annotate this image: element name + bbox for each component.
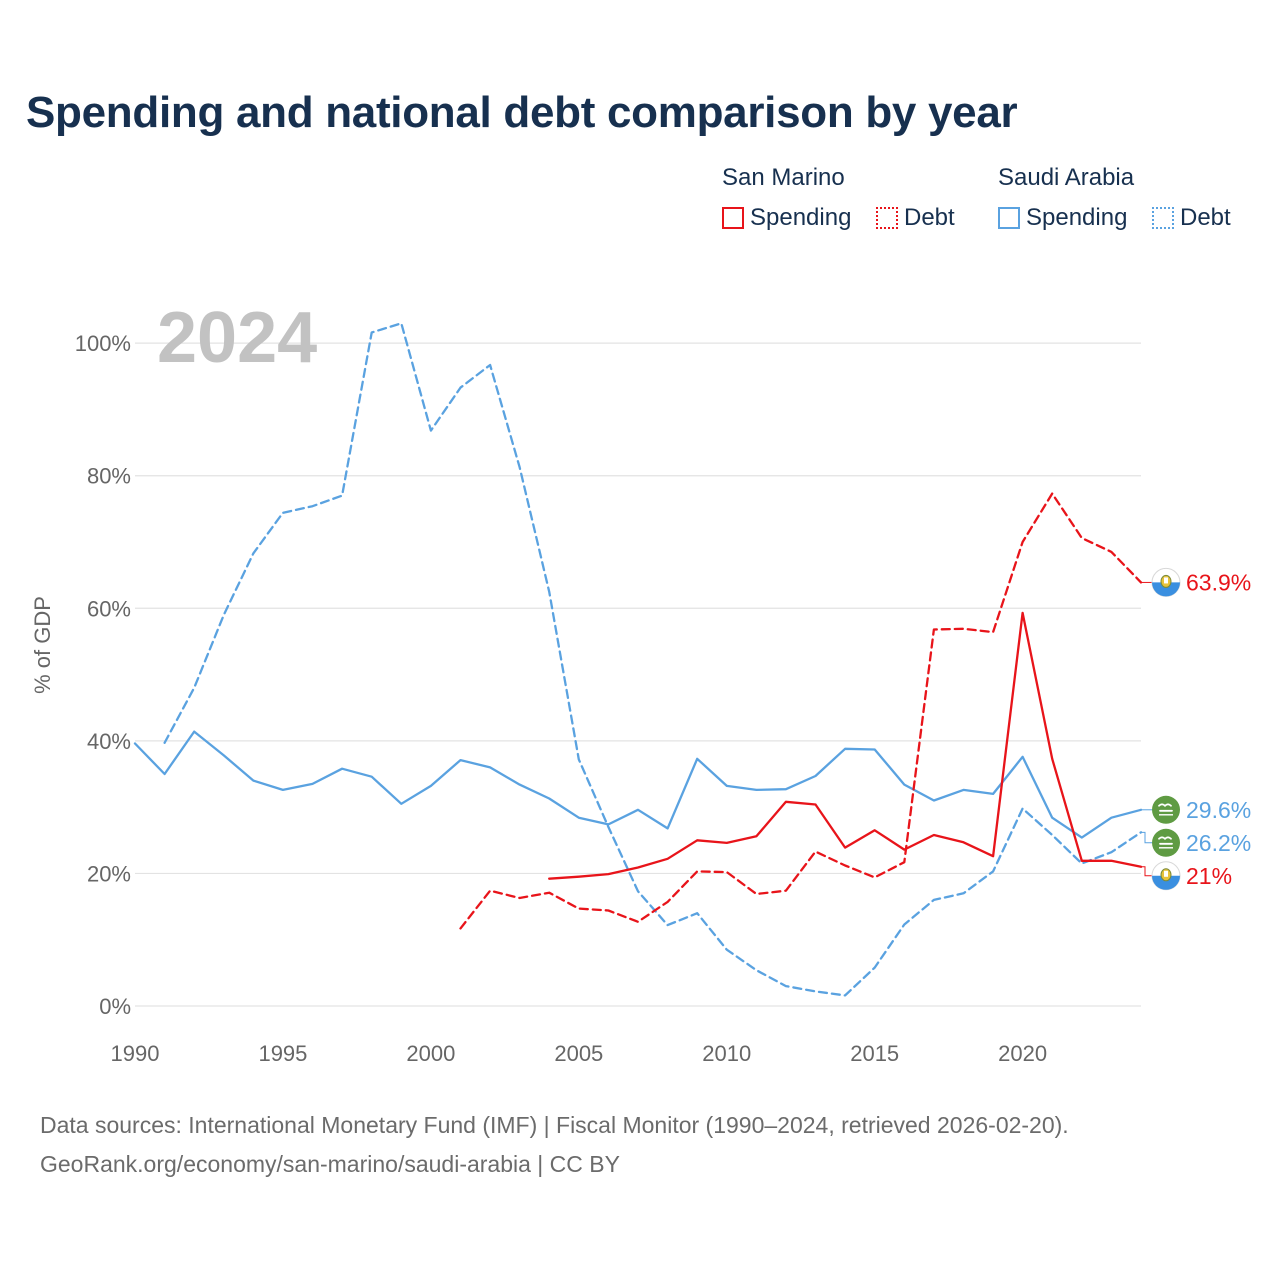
x-tick-label: 2005: [554, 1041, 603, 1066]
x-tick-label: 2015: [850, 1041, 899, 1066]
footer: Data sources: International Monetary Fun…: [40, 1106, 1069, 1184]
series-line-san-marino-debt[interactable]: [459, 492, 1143, 930]
y-axis: 0% 20% 40% 60% 80% 100%: [75, 331, 131, 1019]
legend-item-label: Spending: [1026, 204, 1128, 231]
end-value-label: 21%: [1186, 863, 1232, 889]
legend-swatch-dotted: [876, 207, 898, 229]
end-value-label: 26.2%: [1186, 830, 1251, 856]
x-axis: 1990 1995 2000 2005 2010 2015 2020: [111, 1041, 1048, 1066]
series-line-saudi-arabia-spending[interactable]: [133, 730, 1143, 839]
x-tick-label: 2010: [702, 1041, 751, 1066]
series-line-san-marino-spending[interactable]: [548, 611, 1143, 880]
chart-title: Spending and national debt comparison by…: [26, 88, 1018, 137]
y-tick-label: 40%: [87, 729, 131, 754]
x-tick-label: 1990: [111, 1041, 160, 1066]
legend-swatch-solid: [998, 207, 1020, 229]
x-tick-label: 1995: [258, 1041, 307, 1066]
x-tick-label: 2000: [406, 1041, 455, 1066]
footer-attribution[interactable]: GeoRank.org/economy/san-marino/saudi-ara…: [40, 1151, 620, 1177]
legend-item-label: Debt: [904, 204, 955, 231]
legend-item-label: Debt: [1180, 204, 1231, 231]
end-value-label: 63.9%: [1186, 569, 1251, 595]
saudi-arabia-flag-icon: [1152, 828, 1180, 857]
saudi-arabia-flag-icon: [1152, 795, 1180, 824]
footer-sources: Data sources: International Monetary Fun…: [40, 1112, 1069, 1138]
y-tick-label: 60%: [87, 596, 131, 621]
legend-group-label: San Marino: [722, 164, 845, 191]
legend-item-san-marino-debt[interactable]: Debt: [876, 204, 955, 232]
end-value-label: 29.6%: [1186, 797, 1251, 823]
end-label-connector: [1141, 866, 1152, 877]
end-markers: 63.9% 29.6% 26.2% 21%: [1141, 567, 1251, 891]
legend-swatch-dotted: [1152, 207, 1174, 229]
legend-item-san-marino-spending[interactable]: Spending: [722, 204, 851, 232]
legend-item-saudi-arabia-spending[interactable]: Spending: [998, 204, 1127, 232]
legend-swatch-solid: [722, 207, 744, 229]
end-label-connector: [1141, 831, 1152, 844]
year-watermark: 2024: [157, 298, 317, 378]
y-tick-label: 0%: [99, 994, 131, 1019]
legend-item-label: Spending: [750, 204, 852, 231]
y-tick-label: 20%: [87, 861, 131, 886]
san-marino-flag-icon: [1151, 567, 1181, 597]
series-lines: [133, 322, 1143, 997]
y-tick-label: 80%: [87, 464, 131, 489]
y-tick-label: 100%: [75, 331, 131, 356]
y-axis-title: % of GDP: [30, 596, 55, 694]
legend-item-saudi-arabia-debt[interactable]: Debt: [1152, 204, 1231, 232]
x-tick-label: 2020: [998, 1041, 1047, 1066]
series-line-saudi-arabia-debt[interactable]: [163, 322, 1143, 997]
legend-group-label: Saudi Arabia: [998, 164, 1135, 191]
san-marino-flag-icon: [1151, 861, 1181, 891]
gridlines: [135, 342, 1141, 1007]
